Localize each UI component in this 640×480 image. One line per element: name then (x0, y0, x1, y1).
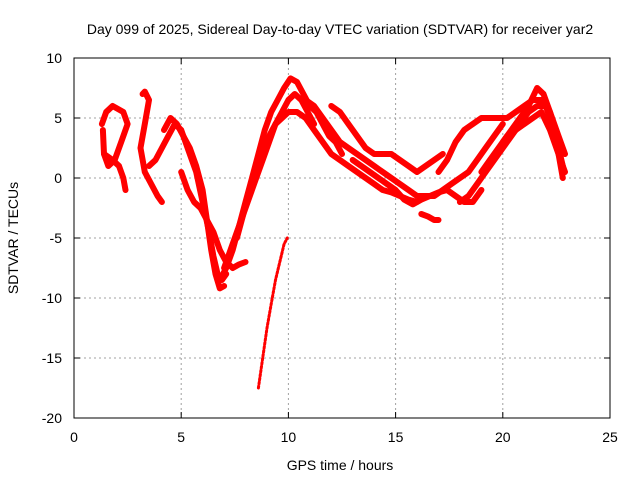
y-tick-label: 0 (54, 170, 62, 186)
series-trace-14 (418, 211, 442, 223)
x-tick-label: 0 (70, 429, 78, 445)
x-tick-label: 10 (281, 429, 297, 445)
series-trace-10 (256, 236, 289, 390)
y-tick-label: 10 (46, 50, 62, 66)
x-tick-label: 15 (388, 429, 404, 445)
y-tick-label: -5 (50, 230, 63, 246)
series-trace-1 (98, 103, 131, 169)
series-trace-9 (233, 109, 420, 241)
y-tick-label: -20 (42, 410, 62, 426)
chart-title: Day 099 of 2025, Sidereal Day-to-day VTE… (87, 21, 593, 37)
y-tick-label: -10 (42, 290, 62, 306)
x-tick-label: 5 (177, 429, 185, 445)
x-tick-label: 25 (602, 429, 618, 445)
series-trace-17 (499, 85, 566, 181)
series-trace-6 (178, 169, 249, 271)
tick-labels: 0 5 10 15 20 25 -20 -15 -10 -5 0 5 10 (42, 50, 618, 445)
y-axis-label: SDTVAR / TECUs (5, 182, 21, 294)
y-tick-label: 5 (54, 110, 62, 126)
y-tick-label: -15 (42, 350, 62, 366)
series-trace-3 (137, 88, 165, 205)
x-tick-label: 20 (495, 429, 511, 445)
series-trace-11 (302, 97, 506, 199)
series-trace-2 (101, 151, 129, 193)
series-trace-5 (161, 115, 228, 292)
series-trace-12 (328, 103, 446, 175)
x-axis-label: GPS time / hours (287, 457, 394, 473)
data-series (98, 75, 568, 390)
series-trace-18 (478, 109, 568, 175)
plot-frame (73, 57, 611, 419)
